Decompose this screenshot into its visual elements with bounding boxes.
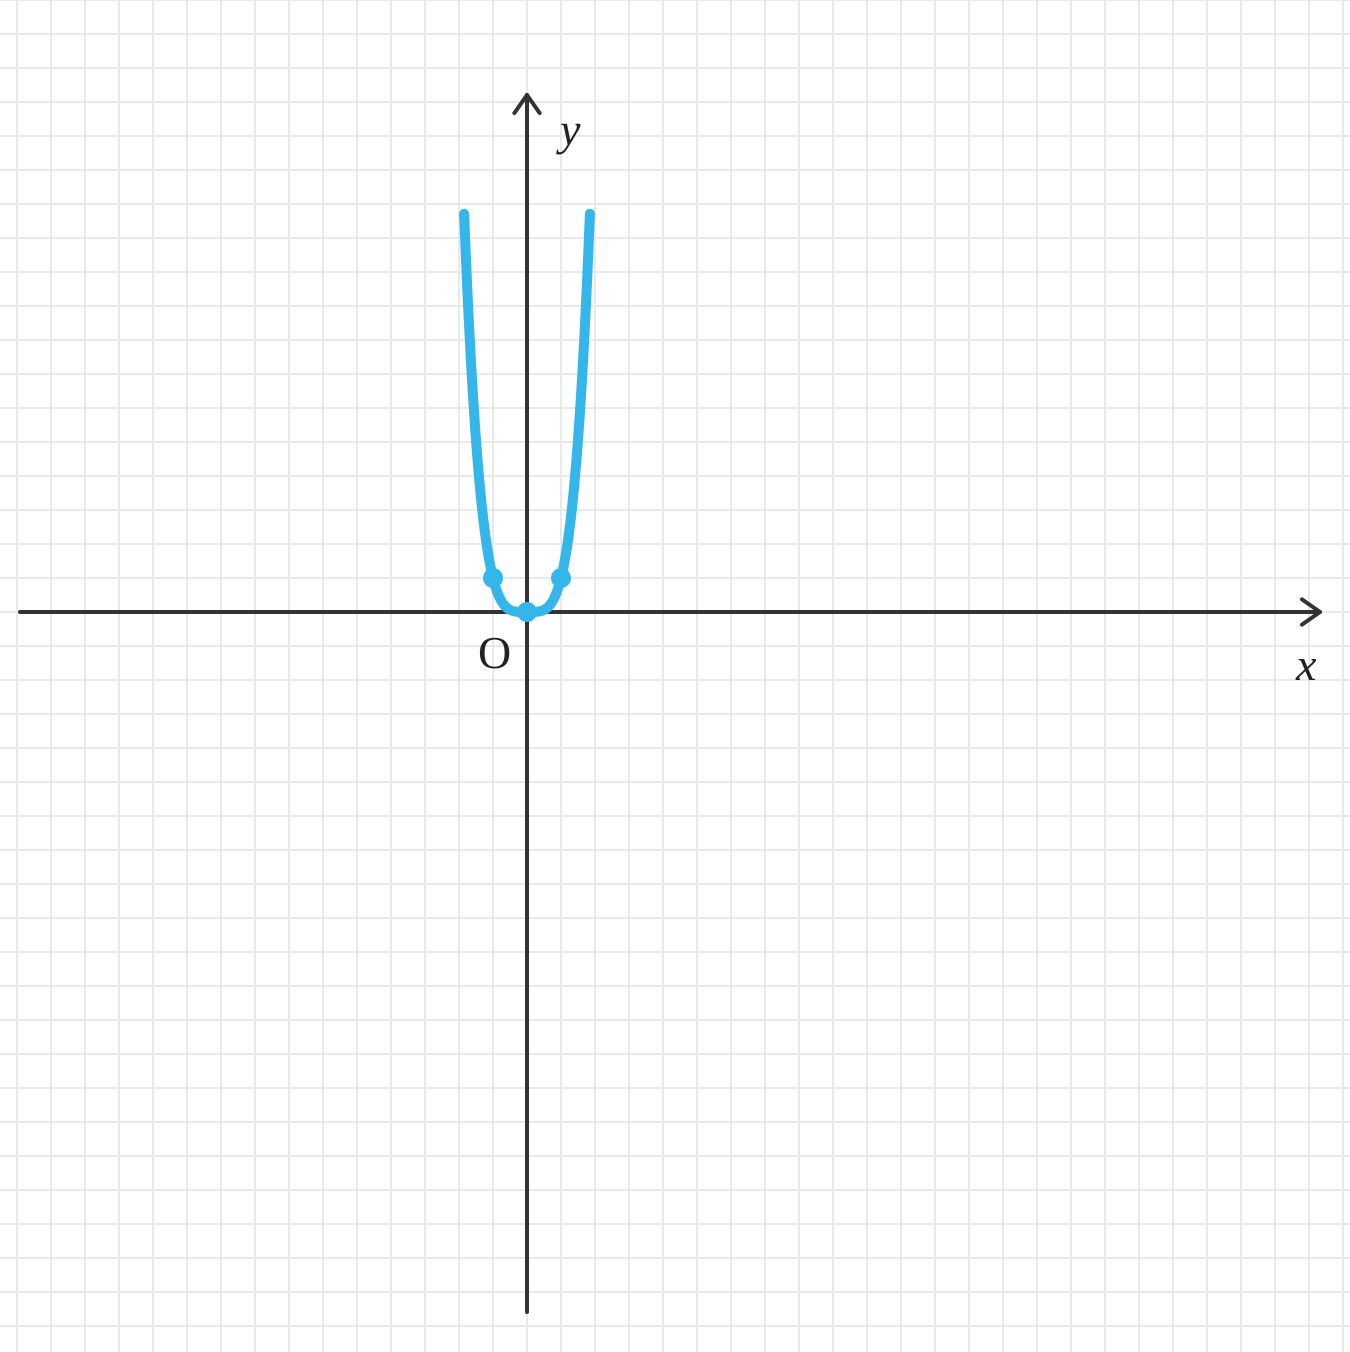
curve-point <box>483 568 503 588</box>
y-axis-label: y <box>556 104 581 155</box>
x-axis-label: x <box>1295 639 1317 690</box>
origin-label: O <box>478 627 511 678</box>
curve-point <box>517 602 537 622</box>
curve-point <box>551 568 571 588</box>
chart-container: y x O <box>0 0 1350 1352</box>
chart-svg: y x O <box>0 0 1350 1352</box>
